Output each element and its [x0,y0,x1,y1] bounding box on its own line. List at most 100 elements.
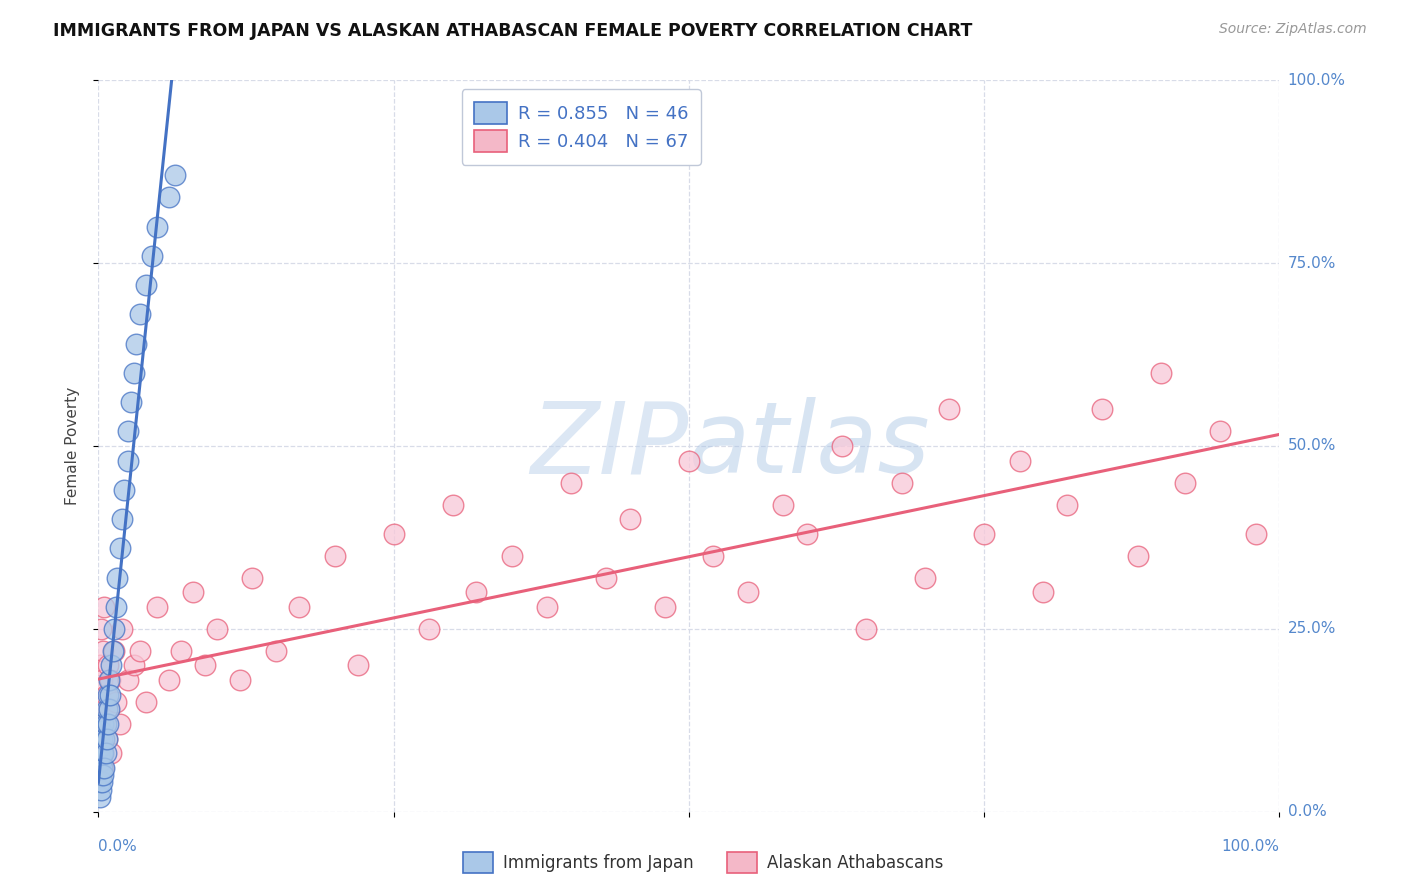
Point [98,688,121,702]
Point [89,746,111,760]
Point [103,622,125,636]
Point [94,688,117,702]
Point [94,746,117,760]
Point [108,541,131,556]
Point [347,658,370,673]
Point [94,717,117,731]
Point [91,775,114,789]
Point [91,673,114,687]
Point [441,498,464,512]
Point [560,475,582,490]
Point [128,307,150,321]
Point [121,395,143,409]
Text: 75.0%: 75.0% [1288,256,1336,270]
Text: 0.0%: 0.0% [1288,805,1326,819]
Point [678,453,700,467]
Point [122,366,145,380]
Point [702,549,724,563]
Point [105,599,128,614]
Point [772,498,794,512]
Point [890,475,912,490]
Point [141,249,163,263]
Point [501,549,523,563]
Point [157,190,180,204]
Point [914,571,936,585]
Point [229,673,252,687]
Point [240,571,263,585]
Point [831,439,853,453]
Point [103,644,125,658]
Point [1056,498,1078,512]
Point [128,644,150,658]
Point [101,644,124,658]
Point [93,761,115,775]
Text: Source: ZipAtlas.com: Source: ZipAtlas.com [1219,22,1367,37]
Point [93,731,115,746]
Point [105,571,128,585]
Point [117,453,139,467]
Point [90,768,112,782]
Point [91,731,114,746]
Point [117,673,139,687]
Point [97,658,120,673]
Point [89,658,111,673]
Point [181,585,204,599]
Point [1174,475,1197,490]
Point [264,644,287,658]
Point [737,585,759,599]
Point [1008,453,1031,467]
Point [382,526,405,541]
Point [89,731,111,746]
Point [938,402,960,417]
Point [125,336,148,351]
Point [595,571,617,585]
Point [1091,402,1114,417]
Point [418,622,440,636]
Point [90,724,112,739]
Point [100,658,122,673]
Text: 100.0%: 100.0% [1288,73,1346,87]
Text: atlas: atlas [689,398,931,494]
Point [112,483,135,497]
Point [855,622,877,636]
Point [93,599,115,614]
Point [98,702,121,716]
Point [89,775,111,789]
Text: 0.0%: 0.0% [98,839,138,855]
Point [1032,585,1054,599]
Point [89,790,111,805]
Point [91,761,114,775]
Point [91,746,114,760]
Point [89,761,111,775]
Text: IMMIGRANTS FROM JAPAN VS ALASKAN ATHABASCAN FEMALE POVERTY CORRELATION CHART: IMMIGRANTS FROM JAPAN VS ALASKAN ATHABAS… [53,22,973,40]
Point [97,688,120,702]
Point [165,169,187,183]
Point [108,717,131,731]
Point [135,695,157,709]
Point [91,768,114,782]
Point [465,585,488,599]
Point [97,717,120,731]
Point [98,702,121,716]
Text: ZIP: ZIP [530,398,689,494]
Point [1126,549,1149,563]
Point [91,746,114,760]
Point [91,717,114,731]
Point [194,658,217,673]
Point [96,731,118,746]
Point [90,622,112,636]
Point [1244,526,1267,541]
Point [111,512,134,526]
Point [654,599,676,614]
Point [90,695,112,709]
Point [90,782,112,797]
Point [98,673,121,687]
Point [619,512,641,526]
Point [98,673,121,687]
Point [536,599,558,614]
Y-axis label: Female Poverty: Female Poverty [65,387,80,505]
Text: 25.0%: 25.0% [1288,622,1336,636]
Point [90,754,112,768]
Point [146,599,169,614]
Point [91,761,114,775]
